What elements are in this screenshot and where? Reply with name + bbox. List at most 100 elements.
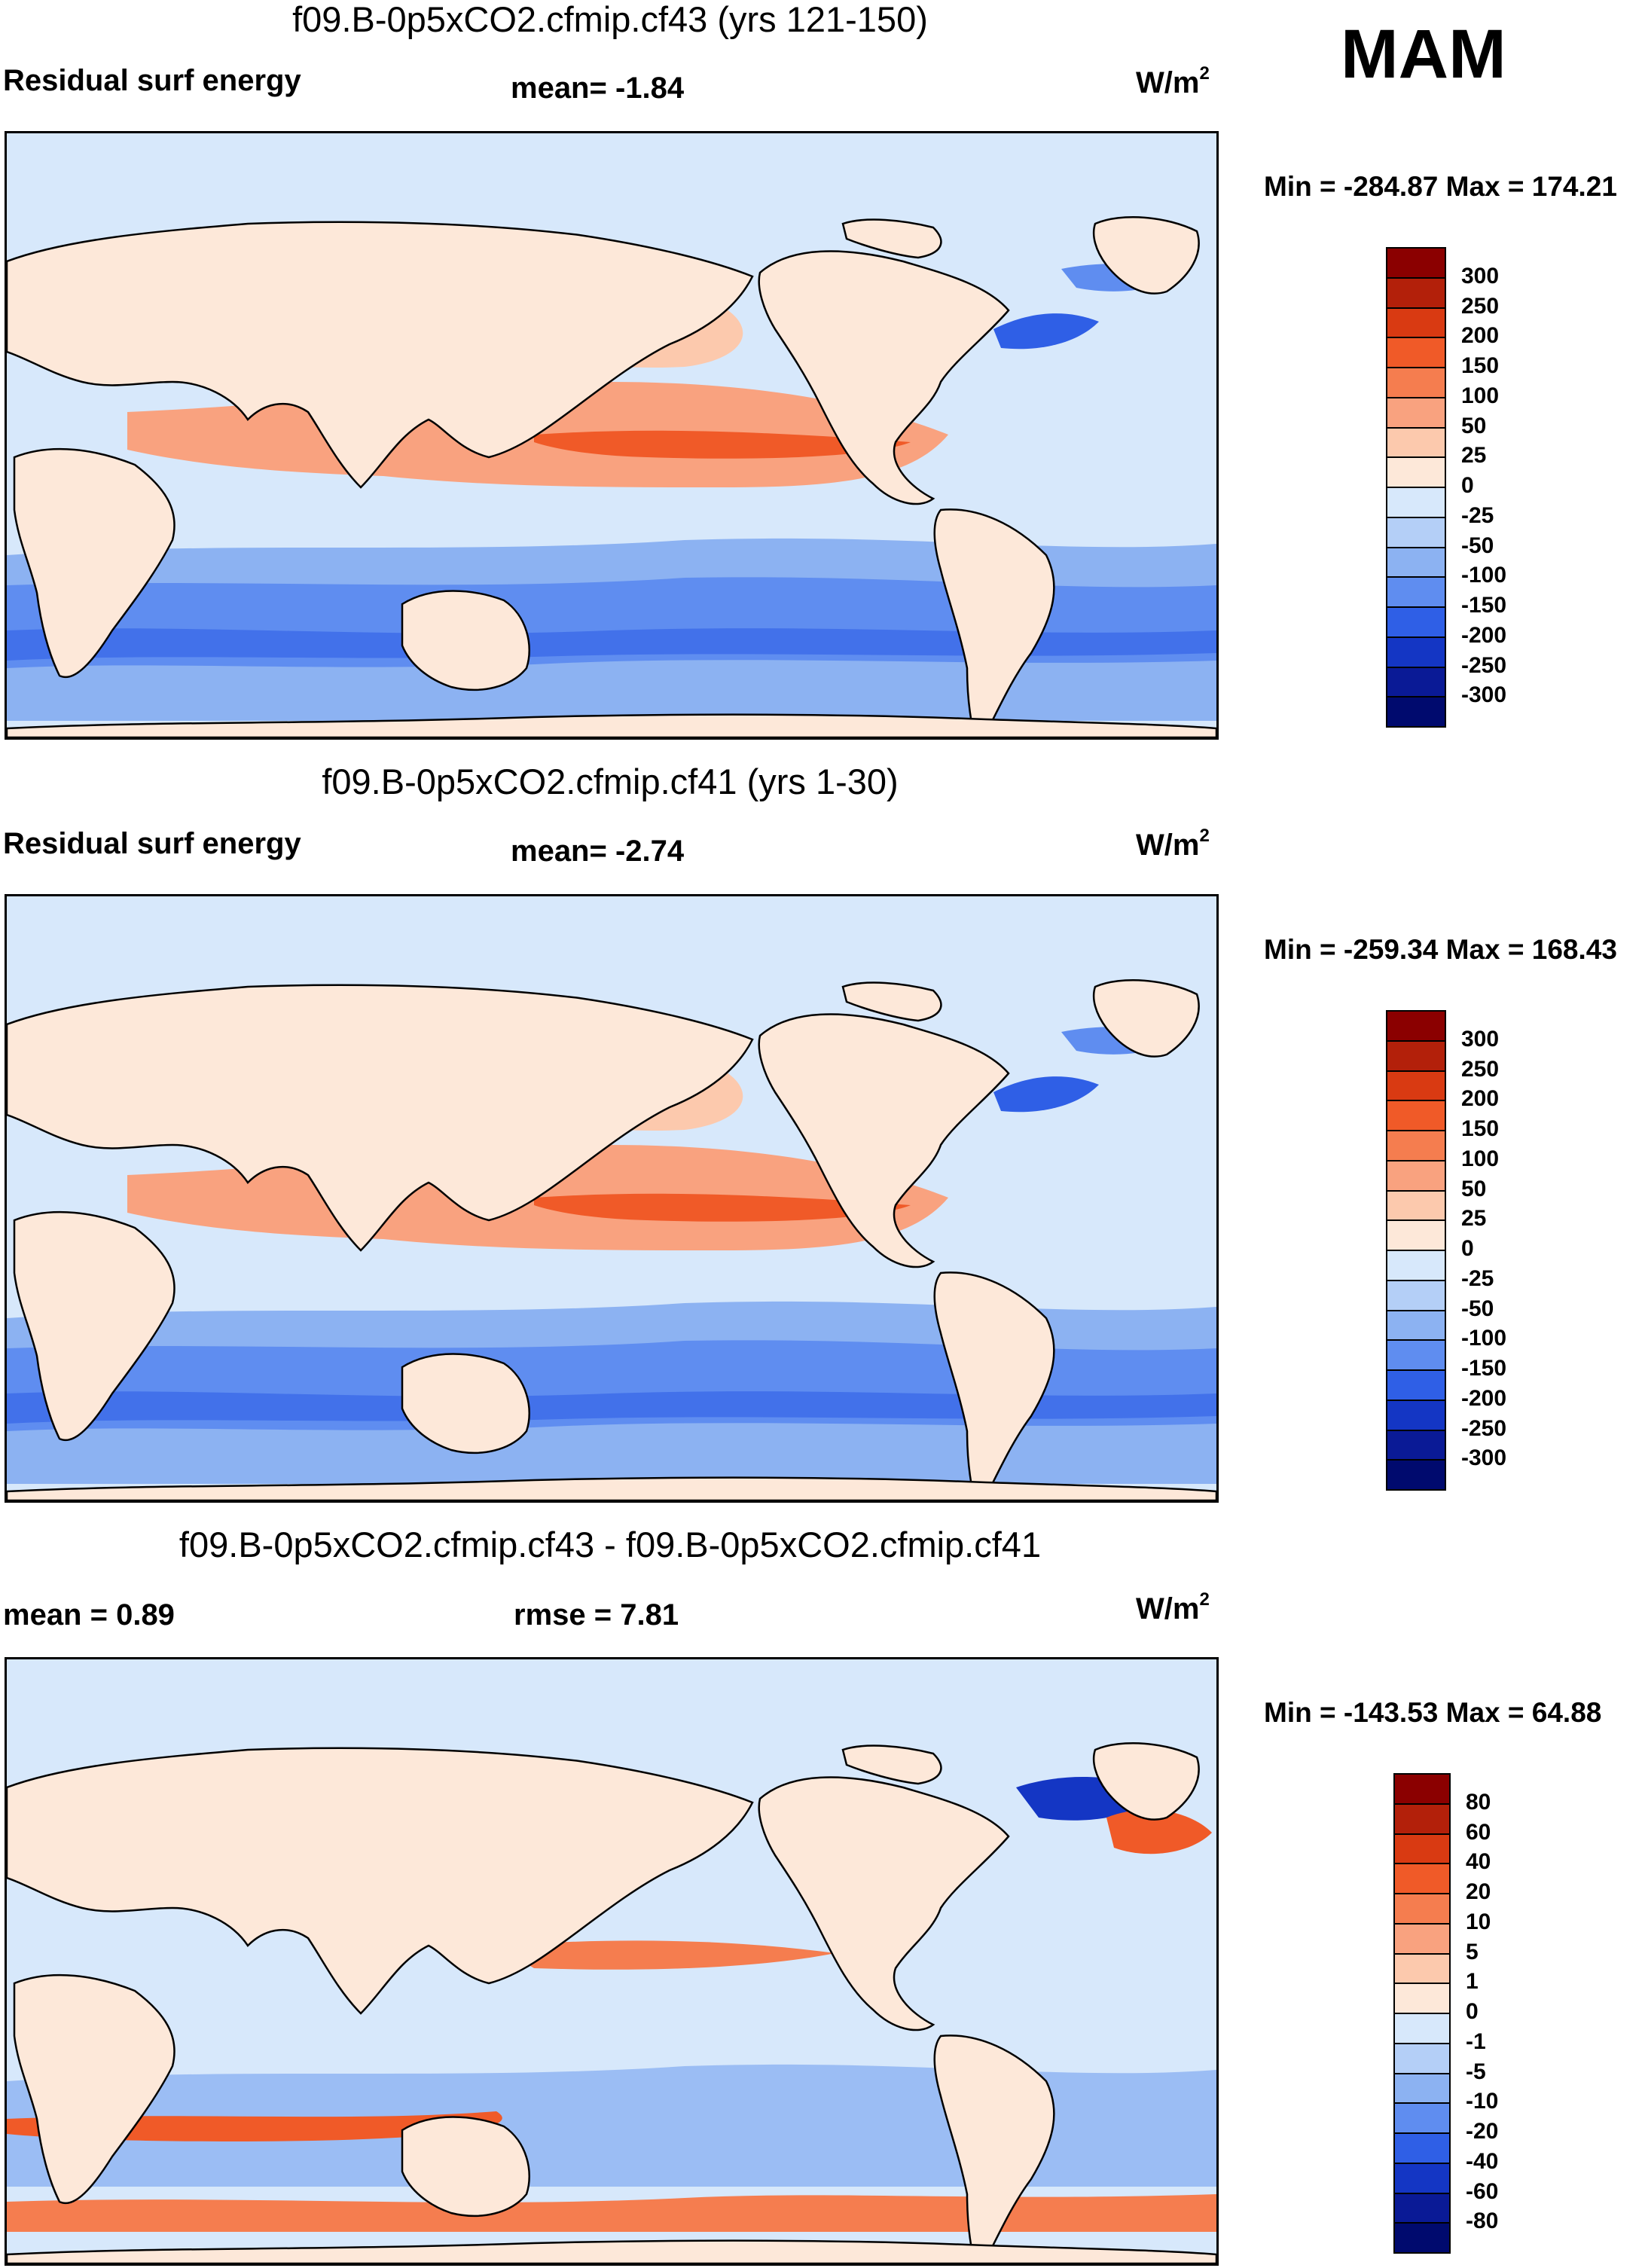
colorbar-swatch [1386,1399,1446,1431]
colorbar-tick-label: -250 [1461,1415,1507,1441]
colorbar-swatch [1386,636,1446,668]
equatorial-upwelling [534,1193,911,1222]
land-mass [758,250,1010,505]
land-mass [401,1353,530,1455]
colorbar-tick-label: 0 [1461,1236,1474,1261]
colorbar-tick-label: -250 [1461,652,1507,678]
colorbar-tick-label: 300 [1461,1026,1500,1052]
panel-1-map [5,131,1219,740]
colorbar-swatch [1386,606,1446,638]
land-mass [1092,216,1200,295]
panel-1-title: f09.B-0p5xCO2.cfmip.cf43 (yrs 121-150) [292,0,928,39]
colorbar-swatch [1386,1250,1446,1281]
panel-3-mean: mean = 0.89 [3,1598,175,1632]
panel-1-colorbar: 300 250 200 150 100 50 25 0 -25 -50 -100 -150 -200 -2… [1386,247,1506,728]
colorbar-swatch [1393,2072,1451,2105]
colorbar-tick-label: 80 [1466,1789,1491,1815]
colorbar-swatch [1386,247,1446,279]
colorbar-tick-label: 50 [1461,1176,1487,1201]
equatorial-upwelling [534,430,911,459]
colorbar-swatch [1386,1010,1446,1042]
colorbar-swatch [1393,1893,1451,1925]
colorbar-tick-label: -150 [1461,593,1507,618]
land-mass [841,1744,942,1785]
colorbar-tick-label: -25 [1461,502,1494,528]
panel-1-units: W/m2 [1136,63,1210,99]
colorbar-tick-label: 10 [1466,1909,1491,1934]
colorbar-tick-label: 60 [1466,1819,1491,1845]
panel-2-minmax: Min = -259.34 Max = 168.43 [1264,934,1617,965]
colorbar-swatch [1393,1863,1451,1894]
colorbar-swatch [1386,1130,1446,1161]
colorbar-swatch [1386,1100,1446,1131]
colorbar-tick-label: -100 [1461,1326,1507,1351]
colorbar-swatch [1386,546,1446,578]
colorbar-tick-label: 300 [1461,263,1500,288]
colorbar-swatch [1386,516,1446,548]
colorbar-tick-label: -25 [1461,1265,1494,1291]
colorbar-tick-label: 250 [1461,293,1500,319]
land-mass [13,447,175,679]
panel-3-minmax: Min = -143.53 Max = 64.88 [1264,1697,1602,1728]
colorbar-tick-label: 100 [1461,383,1500,408]
colorbar-swatch [1386,1429,1446,1461]
land-mass [1092,979,1200,1058]
colorbar-swatch [1393,2013,1451,2044]
colorbar-swatch [1393,2132,1451,2164]
colorbar-tick-label: 5 [1466,1939,1479,1964]
panel-3-title: f09.B-0p5xCO2.cfmip.cf43 - f09.B-0p5xCO2… [179,1525,1042,1564]
land-mass [7,713,1216,737]
colorbar-swatch [1386,1279,1446,1311]
diff-southern-blue [7,2064,1216,2187]
panel-1-variable-label: Residual surf energy [3,64,301,97]
colorbar-swatch [1386,456,1446,488]
colorbar-swatch [1386,1309,1446,1342]
colorbar-tick-label: 50 [1461,413,1487,438]
land-mass [401,590,530,691]
colorbar-swatch [1386,337,1446,368]
panel-3-colorbar: 80 60 40 20 10 5 1 0 -1 -5 -10 -20 -40 -60 -80 [1393,1773,1498,2254]
colorbar-swatch [1386,1189,1446,1222]
diff-north-atlantic-red [1106,1809,1212,1854]
gulf-stream-cold [993,1076,1099,1113]
colorbar-swatch [1386,1339,1446,1371]
colorbar-swatch [1393,2102,1451,2134]
colorbar-swatch [1393,1773,1451,1805]
gulf-stream-cold [993,313,1099,350]
colorbar-swatch [1393,1952,1451,1985]
colorbar-swatch [1386,1219,1446,1251]
land-mass [841,981,942,1022]
colorbar-tick-label: -10 [1466,2089,1499,2114]
colorbar-swatch [1393,2192,1451,2224]
colorbar-swatch [1393,1802,1451,1835]
colorbar-tick-label: 200 [1461,323,1500,349]
land-mass [7,1476,1216,1500]
land-mass [841,218,942,259]
southern-ocean-core [7,1391,1216,1424]
land-mass [401,2116,530,2218]
colorbar-tick-label: 250 [1461,1056,1500,1082]
panel-2-units: W/m2 [1136,826,1210,862]
land-mass [13,1210,175,1442]
colorbar-swatch [1386,487,1446,518]
colorbar-swatch [1386,576,1446,608]
colorbar-tick-label: 20 [1466,1879,1491,1904]
southern-ocean-core [7,628,1216,661]
panel-2-mean: mean= -2.74 [511,835,685,868]
colorbar-tick-label: -80 [1466,2208,1499,2234]
colorbar-swatch [1393,1833,1451,1865]
colorbar-swatch [1386,307,1446,339]
colorbar-tick-label: -300 [1461,682,1507,708]
colorbar-tick-label: -40 [1466,2148,1499,2174]
colorbar-swatch [1393,2222,1451,2254]
panel-3-rmse: rmse = 7.81 [514,1598,679,1632]
colorbar-swatch [1386,1159,1446,1192]
colorbar-tick-label: -100 [1461,563,1507,588]
colorbar-swatch [1386,1459,1446,1491]
land-mass [7,984,754,1252]
colorbar-swatch [1386,426,1446,459]
colorbar-swatch [1386,1070,1446,1102]
colorbar-swatch [1393,1983,1451,2014]
colorbar-tick-label: 200 [1461,1086,1500,1112]
colorbar-tick-label: -200 [1461,622,1507,648]
